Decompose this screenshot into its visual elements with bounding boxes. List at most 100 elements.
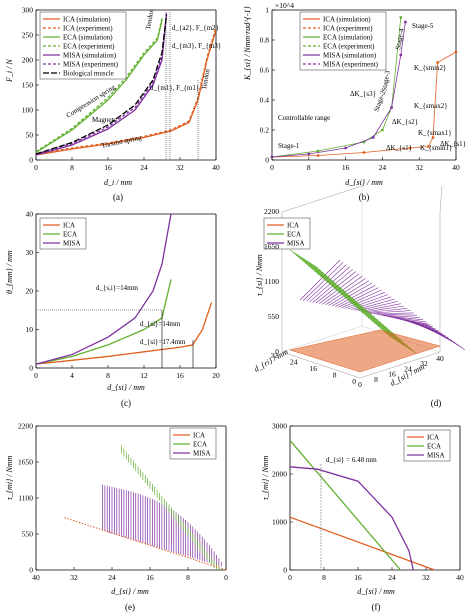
d-eca-hatch <box>346 299 376 318</box>
d-box-edge <box>281 351 361 379</box>
d-eca-hatch <box>361 312 391 331</box>
e-xlabel: d_{si} / mm <box>111 587 149 596</box>
e-ytick-label: 1100 <box>18 494 33 503</box>
b-ann-stage4: Stage-4 <box>394 27 406 50</box>
a-series-line <box>35 12 168 155</box>
a-ann-magnets: Magnets <box>92 116 116 124</box>
f-ytick-label: 2000 <box>272 470 287 479</box>
b-ann-dks1-right: ΔK_{s1} <box>440 140 466 148</box>
d-eca-hatch <box>295 254 325 274</box>
a-series-line <box>35 14 168 155</box>
d-misa-hatch <box>383 315 424 321</box>
a-series-group <box>35 12 217 156</box>
e-series-group <box>64 445 227 571</box>
d-ztick-label: 1100 <box>264 277 279 286</box>
a-series-line <box>35 14 168 156</box>
b-ann-kmax2: K_{smax2} <box>414 102 448 110</box>
a-legend-label: ECA (experiment) <box>63 43 115 51</box>
f-y-ticks: 0 1000 2000 3000 <box>272 422 293 575</box>
a-xtick-label: 8 <box>70 163 74 172</box>
d-z-ticks: 0 550 1100 1650 2200 <box>264 207 279 356</box>
c-y-ticks: 0 10 20 30 40 <box>26 210 39 373</box>
d-box-edge <box>359 351 441 379</box>
d-box-edge <box>281 185 363 213</box>
e-ytick-label: 1650 <box>18 458 33 467</box>
c-series-line <box>35 213 172 365</box>
e-xtick-label: 24 <box>108 573 116 582</box>
d-eca-hatch <box>340 293 370 313</box>
f-series-line <box>289 516 435 571</box>
d-legend-label: ECA <box>287 231 301 239</box>
b-ann-kmax1: K_{smax1} <box>418 129 452 137</box>
a-series-line <box>35 27 217 155</box>
c-series-line <box>35 302 213 365</box>
c-ann-dsi-14b: d_{si}=14mm <box>140 320 181 328</box>
a-series-line <box>35 19 163 154</box>
c-xtick-label: 20 <box>212 371 220 380</box>
d-ytick-label: 16 <box>310 364 318 373</box>
a-xlabel: d_i / mm <box>104 178 132 187</box>
c-xtick-label: 16 <box>176 371 184 380</box>
b-xtick-label: 0 <box>270 163 274 172</box>
d-xtick-label: 32 <box>420 359 428 368</box>
e-ica-line <box>64 517 227 571</box>
d-eca-hatch <box>325 280 355 300</box>
d-eca-hatch <box>316 273 346 292</box>
d-ztick-label: 2200 <box>264 207 279 216</box>
a-legend-label: MISA (simulation) <box>63 52 117 60</box>
b-ytick-label: 1 <box>265 6 269 15</box>
b-y-ticks: 0 0.2 0.4 0.6 0.8 1 <box>260 6 275 165</box>
b-ann-stage1: Stage-1 <box>278 142 300 150</box>
e-xtick-label: 16 <box>146 573 154 582</box>
c-xlabel: d_{si} / mm <box>107 383 145 392</box>
e-legend-label: MISA <box>193 450 211 458</box>
a-ann-tendon-2: Tendon <box>200 68 212 90</box>
a-ytick-label: 200 <box>22 56 34 65</box>
c-series-line <box>35 279 172 365</box>
f-legend-label: MISA <box>427 452 445 460</box>
b-ytick-label: 0.6 <box>260 66 270 75</box>
d-ztick-label: 0 <box>275 347 279 356</box>
d-misa-hatch <box>331 282 373 307</box>
c-ytick-label: 10 <box>26 325 34 334</box>
d-box-edge <box>439 185 443 213</box>
b-series-line <box>271 17 402 158</box>
d-misa-hatch <box>363 305 405 313</box>
d-eca-hatch <box>328 283 358 303</box>
e-caption: (e) <box>125 602 135 612</box>
a-ann-point-1: d_{m1}, F_{m1} <box>150 84 199 92</box>
b-xtick-label: 16 <box>342 163 350 172</box>
f-xtick-label: 24 <box>388 573 396 582</box>
a-xtick-label: 24 <box>140 163 148 172</box>
c-ylabel: θ_{mm} / mm <box>5 250 14 294</box>
c-legend-label: MISA <box>63 240 81 248</box>
d-ztick-label: 550 <box>268 312 280 321</box>
f-xtick-label: 32 <box>422 573 430 582</box>
c-ytick-label: 20 <box>26 287 34 296</box>
a-xtick-label: 16 <box>104 163 112 172</box>
a-ytick-label: 0 <box>29 156 33 165</box>
c-xtick-label: 4 <box>70 371 74 380</box>
d-eca-hatch <box>355 306 385 326</box>
d-ytick-label: 0 <box>352 377 356 386</box>
d-misa-hatch <box>376 314 417 316</box>
d-eca-hatch <box>337 291 367 310</box>
e-x-ticks: 40 32 24 16 8 0 <box>32 567 228 582</box>
b-ytick-label: 0.2 <box>260 126 270 135</box>
e-xtick-label: 0 <box>224 573 228 582</box>
d-misa-hatch <box>335 285 376 307</box>
c-ytick-label: 30 <box>26 248 34 257</box>
f-ylabel: τ_{mi} / Nmm <box>261 455 270 500</box>
f-series-line <box>289 466 414 571</box>
a-legend-label: ECA (simulation) <box>63 34 113 42</box>
a-xtick-label: 32 <box>176 163 184 172</box>
b-xlabel: d_{si} / mm <box>345 178 383 187</box>
c-x-ticks: 0 4 8 12 16 20 <box>34 365 220 380</box>
b-series-line <box>271 51 457 158</box>
d-misa-hatch <box>370 310 411 314</box>
